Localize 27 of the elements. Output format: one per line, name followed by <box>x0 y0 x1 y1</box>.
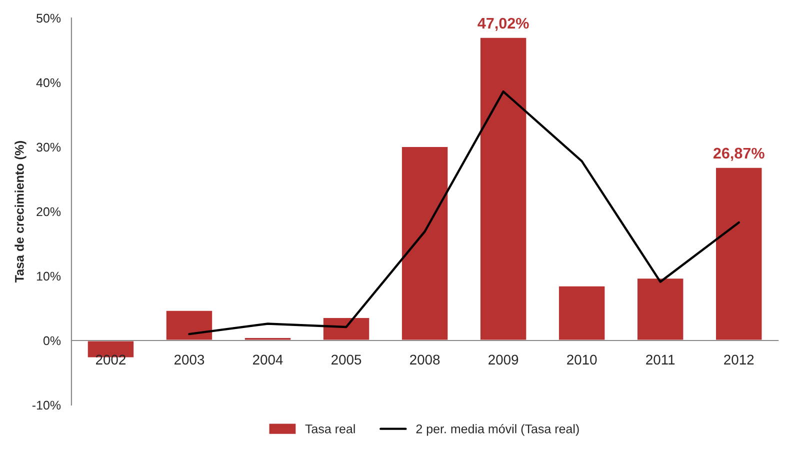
y-tick-label: 50% <box>36 14 61 23</box>
y-tick-label: 30% <box>36 142 61 152</box>
x-tick-label: 2010 <box>567 354 597 365</box>
x-tick-label: 2008 <box>410 354 440 365</box>
x-tick-label: 2005 <box>332 354 362 365</box>
data-label: 47,02% <box>478 18 529 31</box>
legend-label: 2 per. media móvil (Tasa real) <box>416 424 579 436</box>
x-tick-label: 2012 <box>724 354 754 365</box>
y-tick-label: -10% <box>32 400 61 410</box>
bar <box>636 277 685 342</box>
bar <box>164 309 214 342</box>
x-tick-label: 2002 <box>96 354 126 365</box>
legend-label: Tasa real <box>305 424 355 434</box>
bar <box>714 166 764 342</box>
x-tick-label: 2004 <box>253 354 283 365</box>
y-tick-label: 0% <box>43 336 61 346</box>
y-tick-label: 40% <box>36 78 61 88</box>
bar <box>400 146 450 342</box>
x-tick-label: 2009 <box>488 354 518 365</box>
x-tick-label: 2011 <box>646 354 675 365</box>
y-tick-label: 20% <box>36 207 61 216</box>
bar <box>479 36 528 342</box>
bar <box>558 284 606 342</box>
x-tick-label: 2003 <box>174 354 204 365</box>
y-tick-label: 10% <box>36 272 61 281</box>
y-axis-title: Tasa de crecimiento (%) <box>14 141 26 282</box>
data-label: 26,87% <box>713 148 764 161</box>
